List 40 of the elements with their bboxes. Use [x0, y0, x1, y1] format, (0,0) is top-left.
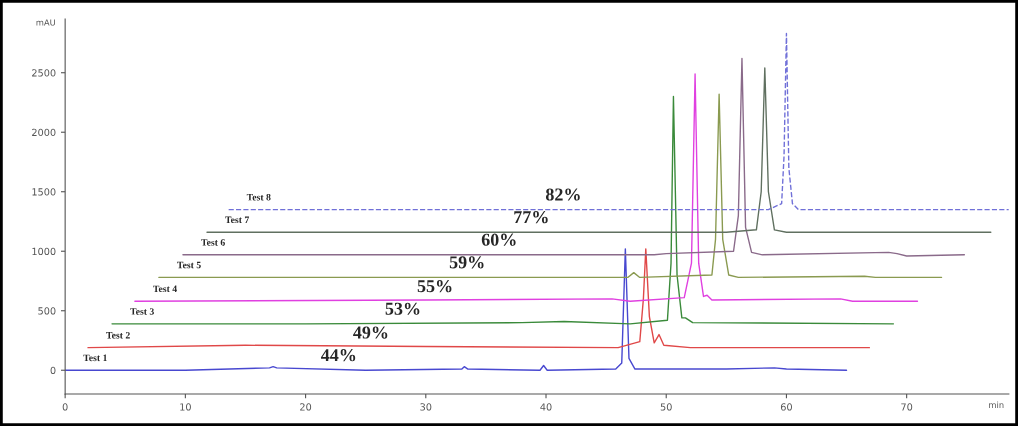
line-series [227, 32, 1009, 211]
line-series [206, 67, 992, 233]
x-tick-label: 30 [420, 403, 432, 411]
y-tick-label: 2000 [32, 128, 56, 137]
series-label: Test 1 [83, 354, 107, 362]
y-axis-title: mAU [36, 19, 55, 26]
annotation: 49% [353, 326, 388, 339]
annotation: 59% [449, 256, 484, 269]
line-series [111, 95, 895, 325]
x-tick-label: 40 [540, 403, 552, 411]
x-axis-title: min [989, 401, 1004, 408]
line-series [134, 73, 919, 302]
x-tick-label: 10 [180, 403, 191, 411]
x-tick-label: 20 [300, 403, 312, 411]
line-series [87, 248, 871, 349]
x-tick-label: 60 [780, 403, 792, 411]
annotation: 53% [385, 302, 420, 315]
x-tick-label: 70 [901, 403, 913, 411]
series-label: Test 6 [201, 239, 225, 246]
series-label: Test 5 [177, 261, 201, 269]
line-series [182, 57, 966, 257]
y-tick-label: 2500 [32, 69, 56, 77]
annotation: 77% [514, 210, 548, 224]
line-series [158, 93, 943, 279]
series-label: Test 3 [130, 308, 154, 315]
series-label: Test 8 [246, 193, 271, 201]
y-tick-label: 1500 [32, 188, 56, 196]
annotation: 55% [417, 280, 452, 293]
y-tick-label: 500 [38, 307, 56, 315]
series-label: Test 7 [225, 216, 250, 224]
annotation: 60% [481, 233, 516, 246]
annotation: 82% [545, 188, 580, 201]
y-tick-label: 1000 [32, 247, 56, 256]
series-label: Test 2 [106, 331, 130, 339]
x-tick-label: 50 [660, 403, 672, 411]
line-series [65, 248, 848, 371]
x-tick-label: 0 [62, 403, 68, 411]
annotation: 44% [321, 349, 356, 362]
series-label: Test 4 [153, 285, 177, 293]
y-tick-label: 0 [50, 366, 56, 375]
